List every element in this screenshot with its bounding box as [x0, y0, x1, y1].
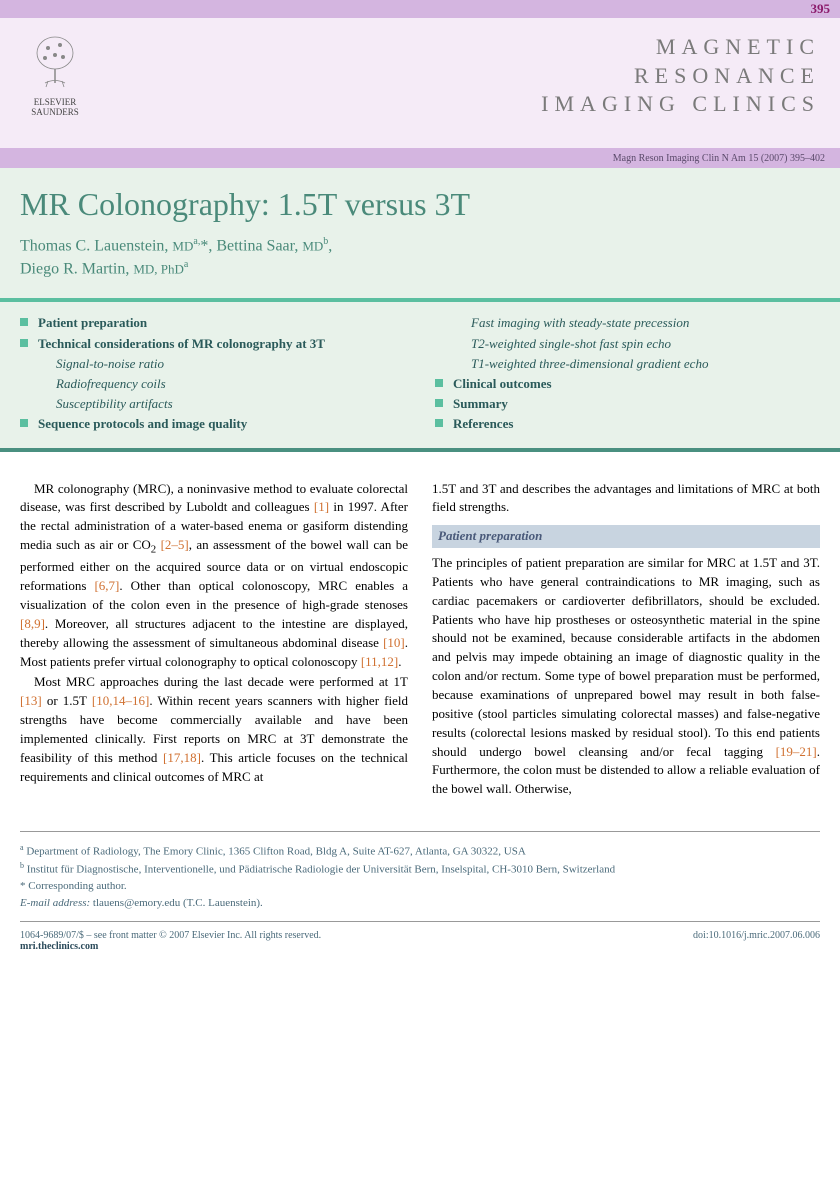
footer-bottom: 1064-9689/07/$ – see front matter © 2007… — [20, 921, 820, 972]
outline-item: Radiofrequency coils — [20, 375, 405, 393]
journal-name-line3: IMAGING CLINICS — [541, 90, 820, 119]
citation-bar: Magn Reson Imaging Clin N Am 15 (2007) 3… — [0, 148, 840, 168]
outline-label: Sequence protocols and image quality — [38, 415, 247, 433]
publisher-name-2: SAUNDERS — [31, 107, 79, 117]
outline-label: Summary — [453, 395, 508, 413]
journal-name: MAGNETIC RESONANCE IMAGING CLINICS — [541, 33, 820, 138]
outline-label: Patient preparation — [38, 314, 147, 332]
page-number-bar: 395 — [0, 0, 840, 18]
citation-text: Magn Reson Imaging Clin N Am 15 (2007) 3… — [613, 153, 825, 164]
outline-label: Susceptibility artifacts — [56, 395, 173, 413]
outline-item: Summary — [435, 395, 820, 413]
outline-item: Patient preparation — [20, 314, 405, 332]
footer-url: mri.theclinics.com — [20, 941, 321, 952]
bullet-icon — [20, 419, 28, 427]
affil-corr: * Corresponding author. — [20, 878, 820, 895]
outline-block: Patient preparation Technical considerati… — [0, 298, 840, 451]
email-label: E-mail address: — [20, 897, 90, 909]
affil-a: a Department of Radiology, The Emory Cli… — [20, 842, 820, 860]
outline-item: Clinical outcomes — [435, 375, 820, 393]
page-number: 395 — [811, 1, 831, 17]
elsevier-tree-icon — [30, 33, 80, 93]
outline-label: Technical considerations of MR colonogra… — [38, 335, 325, 353]
affil-email: E-mail address: tlauens@emory.edu (T.C. … — [20, 895, 820, 912]
outline-left: Patient preparation Technical considerati… — [20, 314, 405, 435]
affil-b: b Institut für Diagnostische, Interventi… — [20, 860, 820, 878]
outline-right: Fast imaging with steady-state precessio… — [435, 314, 820, 435]
outline-label: Clinical outcomes — [453, 375, 552, 393]
outline-item: T2-weighted single-shot fast spin echo — [435, 335, 820, 353]
bullet-icon — [435, 399, 443, 407]
outline-item: Fast imaging with steady-state precessio… — [435, 314, 820, 332]
body-right-para: The principles of patient preparation ar… — [432, 554, 820, 799]
email-value: tlauens@emory.edu (T.C. Lauenstein). — [93, 897, 263, 909]
issn-text: 1064-9689/07/$ – see front matter © 2007… — [20, 930, 321, 941]
outline-label: Radiofrequency coils — [56, 375, 166, 393]
publisher-name-1: ELSEVIER — [34, 97, 77, 107]
publisher-logo: ELSEVIER SAUNDERS — [15, 33, 95, 138]
title-block: MR Colonography: 1.5T versus 3T Thomas C… — [0, 168, 840, 298]
authors: Thomas C. Lauenstein, MDa,*, Bettina Saa… — [20, 235, 820, 280]
outline-item: Susceptibility artifacts — [20, 395, 405, 413]
body-paragraph: Most MRC approaches during the last deca… — [20, 673, 408, 786]
outline-label: References — [453, 415, 513, 433]
header-top: ELSEVIER SAUNDERS MAGNETIC RESONANCE IMA… — [0, 18, 840, 148]
footer-affiliations: a Department of Radiology, The Emory Cli… — [20, 831, 820, 921]
bullet-icon — [435, 379, 443, 387]
outline-item: References — [435, 415, 820, 433]
bullet-icon — [20, 339, 28, 347]
outline-label: T2-weighted single-shot fast spin echo — [471, 335, 671, 353]
outline-label: Signal-to-noise ratio — [56, 355, 164, 373]
body-right-top: 1.5T and 3T and describes the advantages… — [432, 480, 820, 518]
journal-name-line1: MAGNETIC — [541, 33, 820, 62]
outline-item: Sequence protocols and image quality — [20, 415, 405, 433]
outline-item: Technical considerations of MR colonogra… — [20, 335, 405, 353]
outline-item: T1-weighted three-dimensional gradient e… — [435, 355, 820, 373]
article-title: MR Colonography: 1.5T versus 3T — [20, 186, 820, 223]
footer-doi: doi:10.1016/j.mric.2007.06.006 — [693, 930, 820, 952]
footer-left: 1064-9689/07/$ – see front matter © 2007… — [20, 930, 321, 952]
body-paragraph: MR colonography (MRC), a noninvasive met… — [20, 480, 408, 672]
section-header: Patient preparation — [432, 525, 820, 548]
body-right-col: 1.5T and 3T and describes the advantages… — [432, 480, 820, 802]
body-left-col: MR colonography (MRC), a noninvasive met… — [20, 480, 408, 802]
journal-name-line2: RESONANCE — [541, 62, 820, 91]
body-text: MR colonography (MRC), a noninvasive met… — [0, 452, 840, 822]
outline-label: T1-weighted three-dimensional gradient e… — [471, 355, 708, 373]
outline-item: Signal-to-noise ratio — [20, 355, 405, 373]
outline-label: Fast imaging with steady-state precessio… — [471, 314, 689, 332]
bullet-icon — [435, 419, 443, 427]
bullet-icon — [20, 318, 28, 326]
